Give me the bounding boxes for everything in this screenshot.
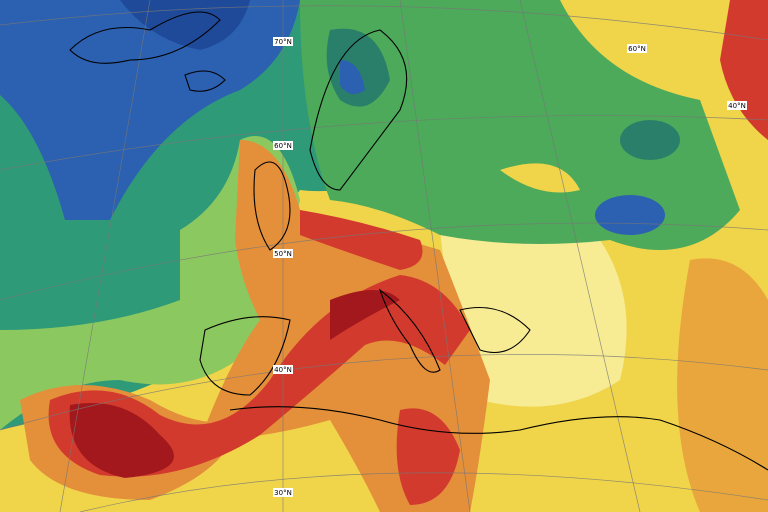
field-orange-east: [677, 258, 768, 512]
field-dark-red: [69, 403, 174, 478]
latitude-label: 30°N: [274, 489, 292, 497]
graticule: [59, 0, 151, 512]
latitude-label: 40°N: [728, 102, 746, 110]
label-box: [273, 249, 293, 258]
label-box: [727, 101, 747, 110]
field-blue-scandinavia: [340, 60, 365, 94]
field-dark-green-east: [620, 120, 680, 160]
field-dark-blue: [120, 0, 250, 50]
graticule: [0, 5, 768, 41]
coastline: [199, 316, 291, 396]
graticule: [79, 472, 768, 512]
field-red: [48, 275, 471, 477]
field-blue-east: [595, 195, 665, 235]
field-light-yellow: [440, 230, 627, 407]
field-dark-red-med: [330, 290, 400, 340]
graticule: [0, 222, 768, 301]
coastline: [229, 406, 768, 471]
latitude-label: 60°N: [274, 142, 292, 150]
coastline: [184, 70, 226, 92]
coastline: [459, 306, 531, 354]
coastline: [309, 29, 408, 191]
latitude-label: 50°N: [274, 250, 292, 258]
graticule: [519, 0, 641, 512]
label-group: 70°N 60°N 50°N 40°N 30°N 60°N 40°N: [273, 37, 747, 497]
latitude-label: 60°N: [628, 45, 646, 53]
graticule: [0, 115, 768, 171]
label-box: [627, 44, 647, 53]
label-box: [273, 141, 293, 150]
field-green: [300, 0, 740, 250]
label-box: [273, 37, 293, 46]
field-blue: [0, 0, 300, 220]
latitude-label: 70°N: [274, 38, 292, 46]
field-red-north: [300, 210, 423, 270]
field-light-green: [0, 136, 300, 430]
label-box: [273, 365, 293, 374]
field-teal-west: [0, 160, 32, 278]
coastline: [253, 161, 291, 251]
latitude-label: 40°N: [274, 366, 292, 374]
graticule: [399, 0, 471, 512]
label-box: [273, 488, 293, 497]
graticule: [0, 354, 768, 431]
coastline: [69, 11, 221, 64]
coastline: [378, 288, 441, 373]
